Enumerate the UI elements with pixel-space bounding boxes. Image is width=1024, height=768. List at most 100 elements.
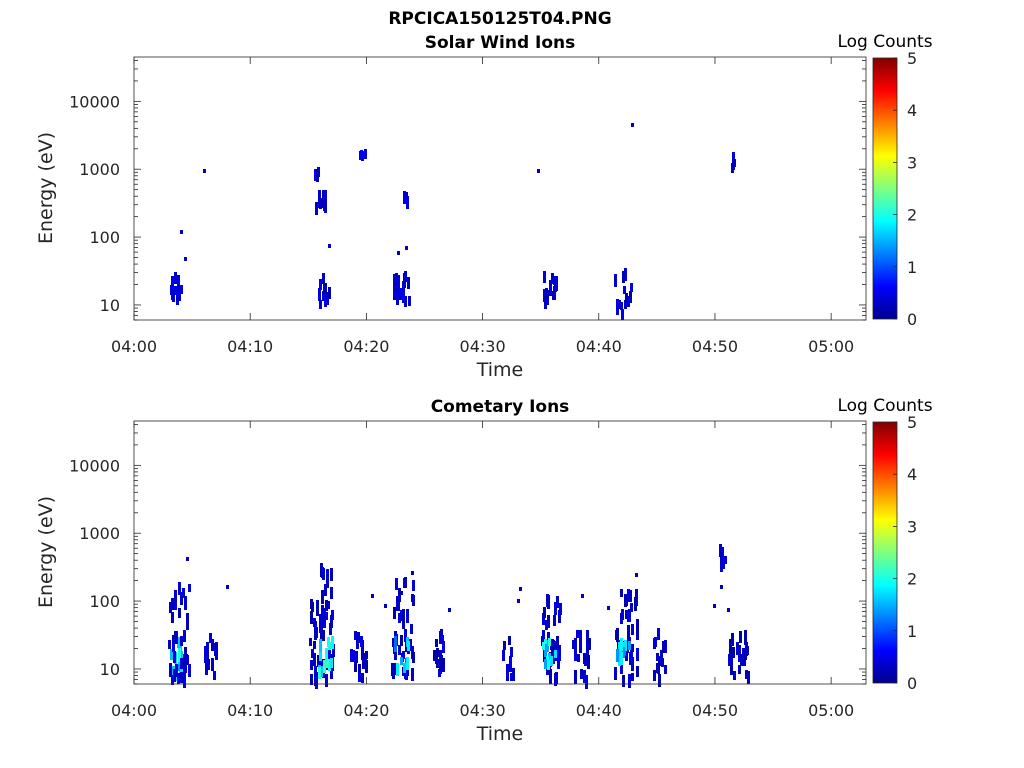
heatmap-cell bbox=[744, 634, 747, 645]
heatmap-cell bbox=[512, 668, 515, 681]
heatmap-cell bbox=[323, 660, 326, 673]
heatmap-cell bbox=[384, 604, 387, 608]
x-tick-label: 05:00 bbox=[808, 701, 854, 720]
heatmap-cell bbox=[311, 602, 314, 612]
heatmap-cell bbox=[397, 598, 400, 611]
heatmap-cell bbox=[171, 612, 174, 623]
heatmap-cell bbox=[180, 636, 183, 646]
y-tick-label: 1000 bbox=[79, 524, 120, 543]
heatmap-cell bbox=[361, 650, 364, 660]
heatmap-cell bbox=[205, 652, 208, 660]
heatmap-cell bbox=[172, 294, 175, 302]
heatmap-cell bbox=[410, 624, 413, 634]
heatmap-cell bbox=[719, 544, 722, 557]
heatmap-cell bbox=[402, 651, 405, 659]
heatmap-cell bbox=[548, 666, 551, 675]
heatmap-cell bbox=[358, 664, 361, 677]
heatmap-cell bbox=[174, 286, 177, 295]
heatmap-cell bbox=[631, 673, 634, 681]
heatmap-cell bbox=[328, 287, 331, 299]
heatmap-cell bbox=[552, 640, 555, 649]
heatmap-cell bbox=[627, 634, 630, 644]
heatmap-cell bbox=[622, 675, 625, 687]
x-tick-label: 04:50 bbox=[692, 701, 738, 720]
heatmap-cell bbox=[541, 636, 544, 646]
figure-title: RPCICA150125T04.PNG bbox=[388, 9, 611, 29]
heatmap-cell bbox=[636, 666, 639, 677]
colorbar-tick-label: 1 bbox=[907, 258, 917, 277]
heatmap-cell bbox=[553, 276, 556, 285]
heatmap-cell bbox=[634, 597, 637, 611]
heatmap-cell bbox=[321, 590, 324, 604]
heatmap-cell bbox=[508, 636, 511, 645]
colorbar-tick-label: 4 bbox=[907, 101, 917, 120]
heatmap-cell bbox=[394, 636, 397, 647]
heatmap-cell bbox=[743, 656, 746, 666]
heatmap-cell bbox=[580, 669, 583, 679]
colorbar-tick-label: 3 bbox=[907, 153, 917, 172]
heatmap-cell bbox=[325, 600, 328, 611]
heatmap-cell bbox=[226, 585, 229, 589]
colorbar-tick-label: 2 bbox=[907, 570, 917, 589]
heatmap-cell bbox=[744, 651, 747, 660]
heatmap-cell bbox=[398, 645, 401, 655]
heatmap-cell bbox=[326, 292, 329, 305]
heatmap-cell bbox=[352, 650, 355, 662]
heatmap-cell bbox=[171, 675, 174, 685]
heatmap-cell bbox=[629, 590, 632, 602]
heatmap-cell bbox=[583, 673, 586, 683]
heatmap-cell bbox=[614, 667, 617, 680]
heatmap-cell bbox=[392, 638, 395, 647]
heatmap-cell bbox=[607, 606, 610, 610]
heatmap-cell bbox=[330, 615, 333, 628]
x-tick-label: 04:20 bbox=[343, 701, 389, 720]
heatmap-cell bbox=[362, 656, 365, 669]
heatmap-cell bbox=[172, 635, 175, 645]
heatmap-cell bbox=[325, 612, 328, 620]
heatmap-cell bbox=[653, 670, 656, 681]
x-tick-label: 04:00 bbox=[111, 337, 157, 356]
heatmap-cell bbox=[324, 198, 327, 210]
heatmap-cell bbox=[186, 617, 189, 630]
heatmap-cell bbox=[394, 663, 397, 675]
plot-frame-cometary bbox=[133, 420, 867, 685]
heatmap-cell bbox=[178, 662, 181, 671]
heatmap-cell bbox=[544, 296, 547, 309]
y-tick-label: 1000 bbox=[79, 160, 120, 179]
heatmap-cell bbox=[203, 169, 206, 173]
heatmap-cell bbox=[733, 159, 736, 167]
heatmap-cell bbox=[554, 673, 557, 686]
heatmap-cells-solar-wind bbox=[170, 123, 736, 320]
heatmap-cell bbox=[324, 295, 327, 307]
heatmap-cell bbox=[213, 671, 216, 680]
heatmap-cell bbox=[631, 644, 634, 652]
heatmap-cell bbox=[317, 655, 320, 667]
heatmap-cell bbox=[319, 651, 322, 661]
heatmap-cell bbox=[398, 588, 401, 602]
heatmap-cell bbox=[727, 608, 730, 612]
heatmap-cell bbox=[656, 663, 659, 673]
heatmap-cell bbox=[364, 149, 367, 159]
heatmap-cell bbox=[318, 288, 321, 301]
heatmap-cell bbox=[542, 630, 545, 640]
heatmap-cell bbox=[629, 291, 632, 303]
heatmap-cell bbox=[175, 664, 178, 677]
colorbar-tick-label: 3 bbox=[907, 517, 917, 536]
heatmap-cell bbox=[177, 279, 180, 292]
heatmap-cell bbox=[326, 573, 329, 585]
heatmap-cell bbox=[404, 629, 407, 642]
heatmap-cell bbox=[314, 676, 317, 686]
heatmap-cell bbox=[623, 286, 626, 294]
heatmap-cell bbox=[628, 609, 631, 622]
heatmap-cell bbox=[407, 641, 410, 651]
heatmap-cell bbox=[184, 663, 187, 673]
heatmap-cell bbox=[315, 202, 318, 215]
heatmap-cell bbox=[742, 648, 745, 657]
heatmap-cell bbox=[324, 584, 327, 596]
heatmap-cell bbox=[733, 671, 736, 680]
heatmap-cell bbox=[622, 271, 625, 283]
heatmap-cell bbox=[332, 645, 335, 657]
heatmap-cell bbox=[574, 647, 577, 661]
panel-title-cometary: Cometary Ions bbox=[431, 397, 570, 417]
heatmap-cell bbox=[170, 649, 173, 660]
